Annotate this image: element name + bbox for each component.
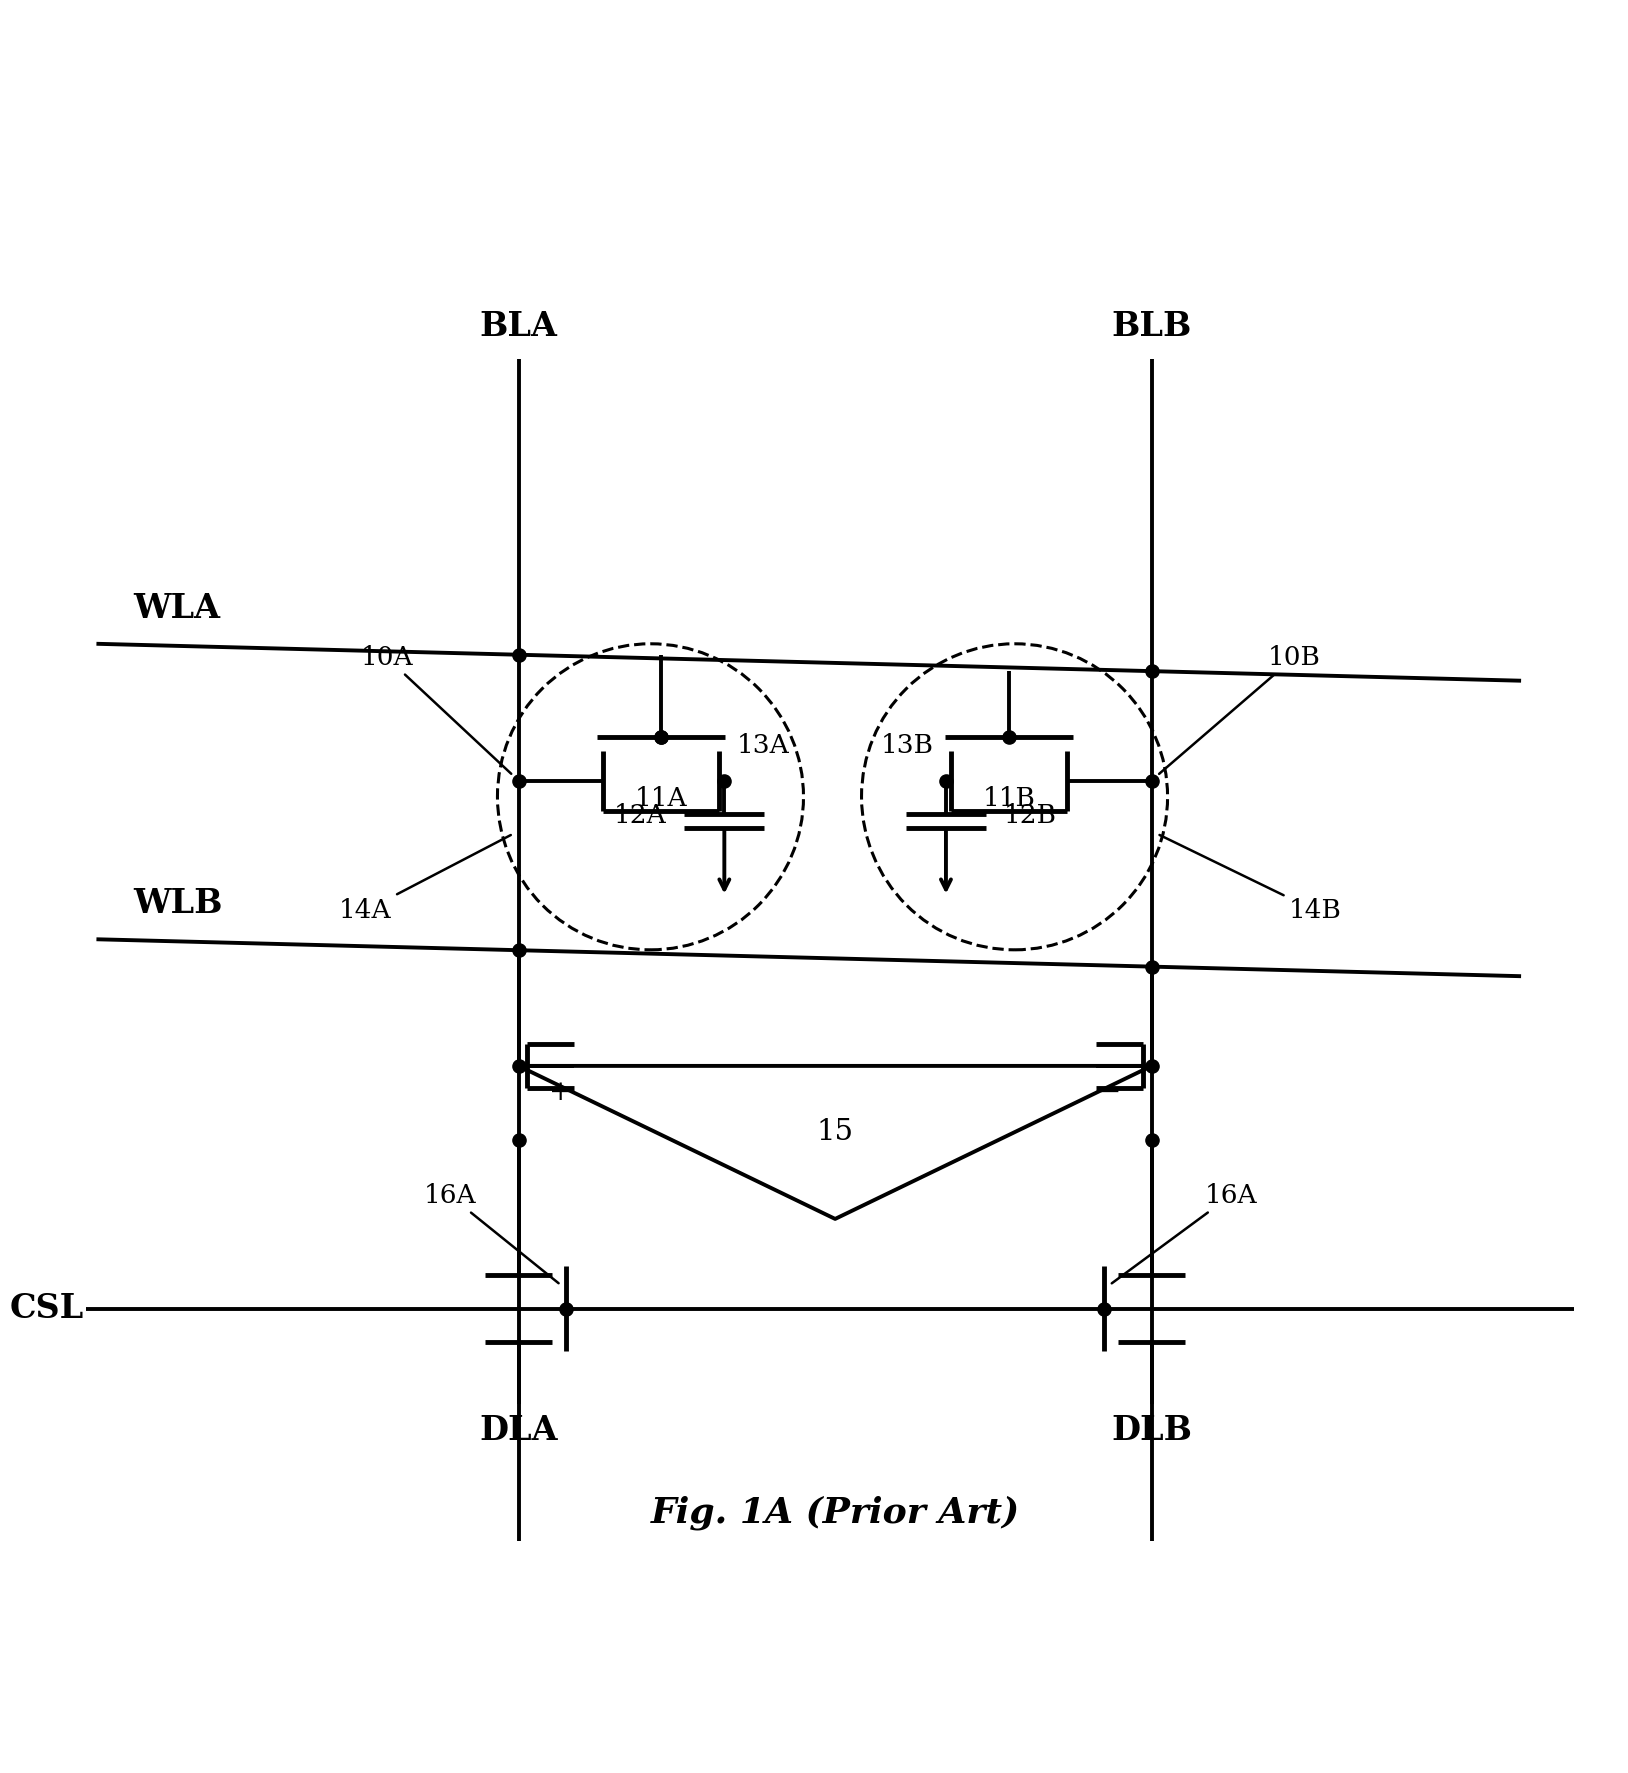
Text: 11B: 11B xyxy=(983,785,1035,812)
Text: 15: 15 xyxy=(817,1117,853,1145)
Point xyxy=(1138,658,1164,686)
Text: 12A: 12A xyxy=(614,803,666,828)
Point xyxy=(711,766,737,794)
Point xyxy=(648,722,674,750)
Point xyxy=(1091,1294,1117,1323)
Point xyxy=(506,1126,532,1154)
Text: DLB: DLB xyxy=(1112,1415,1192,1447)
Text: 16A: 16A xyxy=(1112,1183,1257,1284)
Point xyxy=(506,766,532,794)
Text: WLA: WLA xyxy=(133,592,220,624)
Text: −: − xyxy=(1097,1078,1122,1106)
Point xyxy=(1138,952,1164,980)
Text: BLB: BLB xyxy=(1112,310,1192,342)
Point xyxy=(506,1051,532,1080)
Text: 12B: 12B xyxy=(1004,803,1057,828)
Text: CSL: CSL xyxy=(10,1293,83,1324)
Text: WLB: WLB xyxy=(133,886,223,920)
Text: 14B: 14B xyxy=(1159,835,1341,924)
Text: 16A: 16A xyxy=(423,1183,558,1284)
Point xyxy=(1138,766,1164,794)
Text: 11A: 11A xyxy=(635,785,687,812)
Point xyxy=(1138,1126,1164,1154)
Text: 10A: 10A xyxy=(360,645,511,773)
Point xyxy=(506,936,532,965)
Point xyxy=(506,640,532,668)
Text: BLA: BLA xyxy=(480,310,557,342)
Text: DLA: DLA xyxy=(479,1415,558,1447)
Text: 14A: 14A xyxy=(339,835,511,924)
Point xyxy=(554,1294,580,1323)
Text: 13B: 13B xyxy=(881,732,933,757)
Text: 13A: 13A xyxy=(737,732,790,757)
Text: 10B: 10B xyxy=(1159,645,1320,773)
Point xyxy=(933,766,959,794)
Text: Fig. 1A (Prior Art): Fig. 1A (Prior Art) xyxy=(651,1496,1019,1530)
Point xyxy=(1138,1051,1164,1080)
Point xyxy=(996,722,1022,750)
Point xyxy=(648,722,674,750)
Text: +: + xyxy=(549,1078,573,1106)
